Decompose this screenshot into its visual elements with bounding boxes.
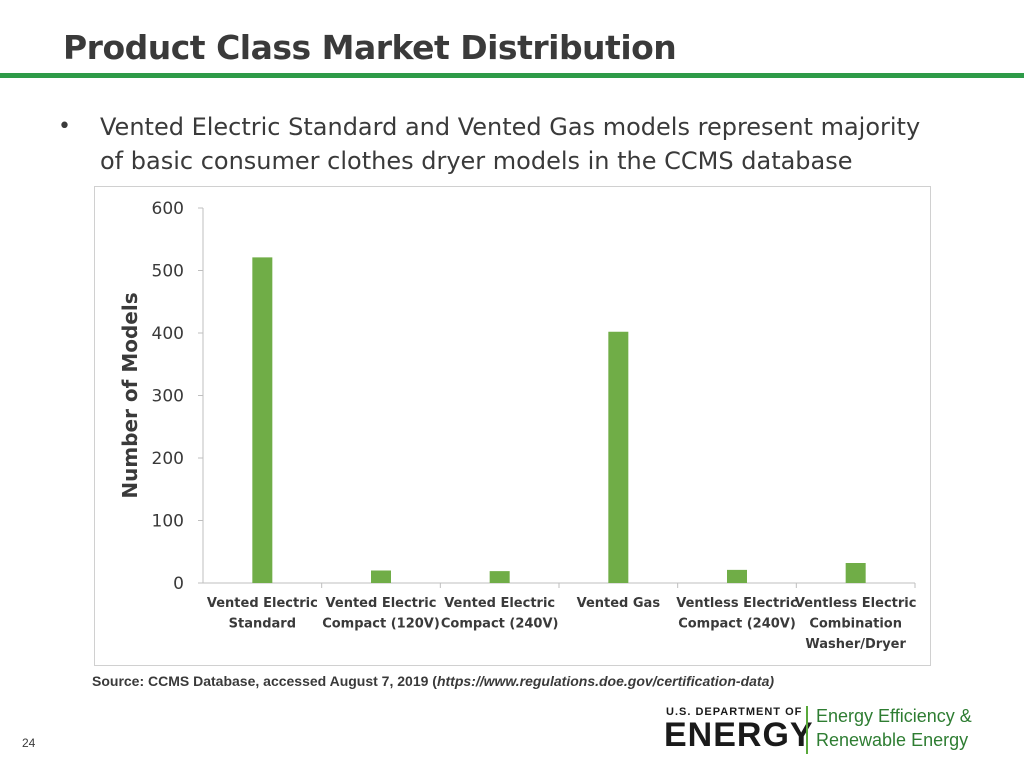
x-category-label: Vented Electric bbox=[326, 596, 437, 611]
page-number: 24 bbox=[22, 736, 36, 750]
y-tick-label: 600 bbox=[152, 199, 184, 219]
x-category-label: Vented Electric bbox=[444, 596, 555, 611]
logo-divider bbox=[806, 706, 808, 754]
bar-2 bbox=[371, 570, 391, 583]
doe-eere-logo: U.S. DEPARTMENT OF ENERGY Energy Efficie… bbox=[664, 704, 984, 760]
bar-3 bbox=[489, 571, 510, 583]
y-tick-label: 400 bbox=[152, 324, 184, 344]
x-category-label: Standard bbox=[229, 617, 296, 632]
x-category-label: Vented Electric bbox=[207, 596, 318, 611]
y-tick-label: 0 bbox=[173, 574, 184, 594]
bar-6 bbox=[845, 563, 866, 583]
logo-eere-line1: Energy Efficiency & bbox=[816, 706, 972, 726]
y-tick-label: 200 bbox=[152, 449, 184, 469]
source-note: Source: CCMS Database, accessed August 7… bbox=[92, 673, 774, 689]
source-prefix: Source: CCMS Database, accessed August 7… bbox=[92, 673, 437, 689]
slide-title: Product Class Market Distribution bbox=[63, 28, 677, 67]
chart-canvas: 0 100 200 300 400 500 600 Number of Models Vente… bbox=[118, 199, 917, 652]
x-category-label: Compact (240V) bbox=[441, 617, 559, 632]
logo-department-text: U.S. DEPARTMENT OF bbox=[666, 706, 803, 718]
bar-4 bbox=[608, 331, 629, 583]
x-category-label: Ventless Electric bbox=[795, 596, 917, 611]
y-tick-label: 100 bbox=[152, 512, 184, 532]
y-tick-label: 500 bbox=[152, 262, 184, 282]
x-category-label: Ventless Electric bbox=[676, 596, 798, 611]
bar-5 bbox=[727, 569, 747, 583]
bar-1 bbox=[252, 257, 273, 583]
x-category-label: Combination bbox=[809, 617, 902, 632]
x-category-label: Compact (240V) bbox=[678, 617, 796, 632]
x-category-label: Compact (120V) bbox=[322, 617, 440, 632]
x-category-label: Vented Gas bbox=[577, 596, 661, 611]
bullet-text: Vented Electric Standard and Vented Gas … bbox=[100, 113, 921, 175]
logo-energy-text: ENERGY bbox=[664, 716, 814, 754]
y-axis-title: Number of Models bbox=[118, 292, 142, 498]
logo-eere-line2: Renewable Energy bbox=[816, 730, 969, 750]
title-underline bbox=[0, 73, 1024, 78]
bullet-marker: • bbox=[58, 114, 71, 139]
source-url[interactable]: https://www.regulations.doe.gov/certific… bbox=[436, 673, 775, 689]
y-tick-label: 300 bbox=[152, 387, 184, 407]
x-category-label: Washer/Dryer bbox=[805, 637, 906, 652]
bar-chart: 0 100 200 300 400 500 600 Number of Models Vente… bbox=[94, 186, 931, 666]
